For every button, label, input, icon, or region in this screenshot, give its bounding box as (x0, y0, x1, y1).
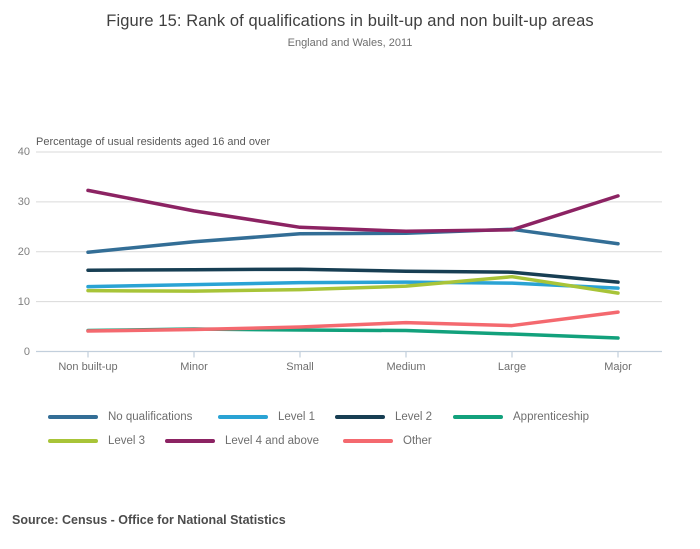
x-tick-label-minor: Minor (180, 361, 208, 373)
x-tick-label-non-built-up: Non built-up (58, 361, 118, 373)
series-line-level-4-and-above (86, 188, 620, 234)
legend-label: No qualifications (108, 411, 193, 423)
legend-swatch-level-3 (48, 439, 98, 443)
legend-item-level-2[interactable]: Level 2 (335, 410, 432, 424)
y-tick-label: 20 (17, 245, 30, 258)
legend-swatch-no-qualifications (48, 415, 98, 419)
legend-label: Level 3 (108, 435, 146, 447)
y-axis-title: Percentage of usual residents aged 16 an… (36, 136, 271, 148)
y-tick-label: 40 (17, 146, 30, 158)
y-tick-label: 10 (17, 295, 30, 308)
legend-label: Level 4 and above (225, 435, 319, 447)
series-line-level-1 (86, 280, 620, 290)
source-text: Source: Census - Office for National Sta… (12, 513, 286, 527)
x-tick-label-medium: Medium (386, 361, 426, 373)
y-tick-label: 30 (17, 195, 30, 208)
legend-swatch-level-4-and-above (165, 439, 215, 443)
chart-title: Figure 15: Rank of qualifications in bui… (106, 12, 594, 30)
legend-item-no-qualifications[interactable]: No qualifications (48, 410, 192, 424)
series-line-no-qualifications (86, 227, 620, 254)
series-line-level-3 (86, 274, 620, 295)
legend-label: Level 2 (395, 411, 433, 423)
legend-item-apprenticeship[interactable]: Apprenticeship (453, 410, 589, 424)
x-tick-label-small: Small (286, 361, 314, 373)
legend-label: Other (403, 435, 432, 447)
legend-swatch-other (343, 439, 393, 443)
legend-item-level-1[interactable]: Level 1 (218, 410, 315, 424)
x-tick-label-large: Large (497, 361, 527, 373)
series-line-other (86, 310, 620, 333)
legend-swatch-level-1 (218, 415, 268, 419)
y-tick-label: 0 (23, 345, 30, 358)
legend-item-other[interactable]: Other (343, 434, 432, 448)
legend-swatch-apprenticeship (453, 415, 503, 419)
legend-item-level-3[interactable]: Level 3 (48, 434, 145, 448)
series-line-level-2 (86, 267, 620, 284)
x-tick-label-major: Major (604, 361, 632, 373)
chart-subtitle: England and Wales, 2011 (287, 37, 413, 49)
legend-label: Apprenticeship (513, 411, 590, 423)
legend-label: Level 1 (278, 411, 316, 423)
legend-swatch-level-2 (335, 415, 385, 419)
legend-item-level-4-and-above[interactable]: Level 4 and above (165, 434, 319, 448)
